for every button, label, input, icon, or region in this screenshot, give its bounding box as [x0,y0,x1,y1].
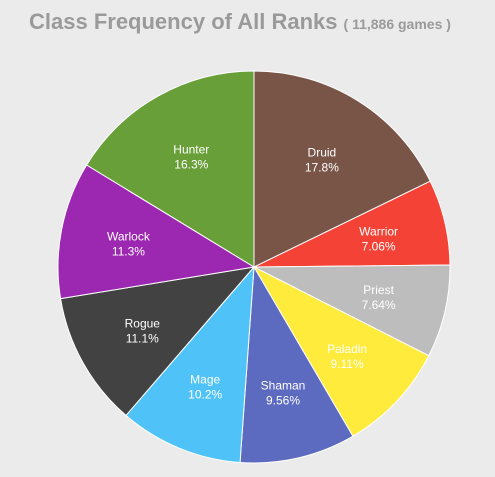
slice-priest[interactable] [253,264,451,357]
slice-percent-mage: 10.2% [188,387,222,401]
slice-label-rogue: Rogue 11.1% [125,317,161,346]
slice-percent-rogue: 11.1% [126,332,159,346]
slice-label-warlock: Warlock 11.3% [107,230,151,259]
slice-label-shaman: Shaman 9.56% [261,379,306,408]
chart-title-text: Class Frequency of All Ranks [29,9,338,34]
slice-name-mage: Mage [190,372,220,386]
slice-percent-paladin: 9.11% [331,357,364,371]
slice-label-mage: Mage 10.2% [188,372,222,401]
slice-name-paladin: Paladin [327,342,367,356]
slice-label-priest: Priest 7.64% [362,283,396,312]
slice-label-druid: Druid 17.8% [305,146,339,175]
slice-percent-shaman: 9.56% [266,394,300,408]
slice-name-hunter: Hunter [173,142,209,156]
slice-name-priest: Priest [363,283,394,297]
slice-percent-hunter: 16.3% [174,157,208,171]
slice-shaman[interactable] [239,266,354,464]
chart-subtitle: ( 11,886 games ) [343,16,451,32]
slice-warlock[interactable] [57,164,255,300]
slice-label-warrior: Warrior 7.06% [359,225,398,254]
slice-percent-warlock: 11.3% [112,245,145,259]
slice-rogue[interactable] [60,266,255,416]
slice-label-paladin: Paladin 9.11% [327,342,367,371]
slice-name-warrior: Warrior [359,225,398,239]
slice-paladin[interactable] [253,266,430,437]
chart-title: Class Frequency of All Ranks ( 11,886 gam… [29,9,451,35]
slice-name-shaman: Shaman [261,379,306,393]
slice-name-rogue: Rogue [125,317,161,331]
slice-hunter[interactable] [86,70,255,268]
slice-name-druid: Druid [308,146,337,160]
slice-percent-warrior: 7.06% [362,240,396,254]
slice-name-warlock: Warlock [107,230,151,244]
slice-mage[interactable] [125,266,255,463]
slice-percent-priest: 7.64% [362,298,396,312]
slice-percent-druid: 17.8% [305,161,339,175]
slice-label-hunter: Hunter 16.3% [173,142,209,171]
slice-druid[interactable] [253,70,431,268]
